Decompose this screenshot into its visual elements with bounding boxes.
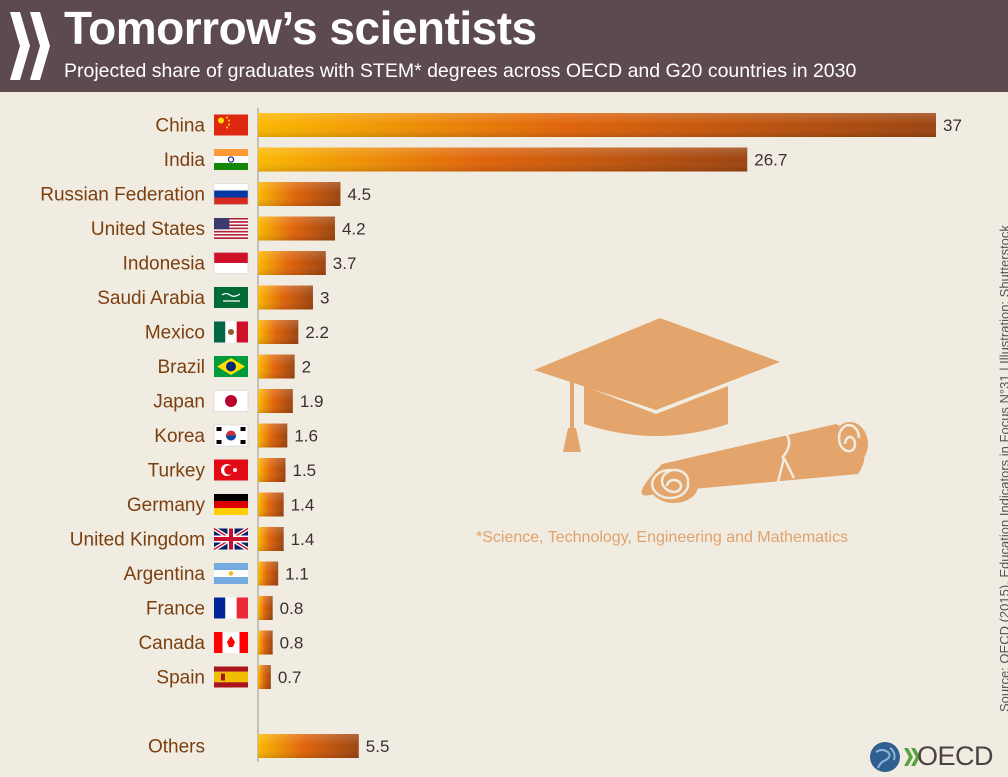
value-label: 5.5 bbox=[366, 737, 390, 756]
value-label: 2 bbox=[302, 358, 311, 377]
category-label: United States bbox=[91, 219, 205, 240]
value-label: 1.9 bbox=[300, 392, 324, 411]
graduation-cap-diploma-illustration bbox=[534, 318, 868, 503]
russia-flag-icon bbox=[213, 183, 249, 205]
japan-flag-icon bbox=[213, 390, 249, 412]
category-label: Turkey bbox=[148, 461, 206, 482]
bar-shading bbox=[258, 113, 936, 137]
footnote: *Science, Technology, Engineering and Ma… bbox=[476, 529, 849, 546]
category-label: Mexico bbox=[145, 323, 205, 344]
value-label: 0.7 bbox=[278, 668, 302, 687]
korea-flag-icon bbox=[213, 424, 249, 447]
category-label: China bbox=[155, 116, 205, 137]
header-banner: Tomorrow’s scientists Projected share of… bbox=[0, 0, 1008, 92]
value-label: 37 bbox=[943, 116, 962, 135]
value-label: 4.5 bbox=[347, 185, 371, 204]
bar-shading bbox=[258, 182, 341, 206]
bar-shading bbox=[258, 492, 284, 517]
value-label: 1.6 bbox=[294, 427, 318, 446]
oecd-chevrons-icon bbox=[10, 12, 50, 80]
category-label: Saudi Arabia bbox=[97, 288, 205, 309]
bar-shading bbox=[258, 354, 295, 379]
bar-shading bbox=[258, 561, 279, 586]
value-label: 1.4 bbox=[291, 530, 315, 549]
value-label: 1.1 bbox=[285, 565, 309, 584]
value-label: 3.7 bbox=[333, 254, 357, 273]
value-label: 1.4 bbox=[291, 496, 315, 515]
bar-shading bbox=[258, 596, 273, 620]
category-label: Spain bbox=[156, 668, 205, 689]
oecd-logo-text: OECD bbox=[917, 741, 994, 771]
mexico-flag-icon bbox=[214, 321, 248, 343]
bar-shading bbox=[258, 458, 286, 482]
uk-flag-icon bbox=[212, 526, 250, 552]
category-label: Japan bbox=[153, 392, 205, 413]
value-label: 4.2 bbox=[342, 220, 366, 239]
page-title: Tomorrow’s scientists bbox=[64, 2, 537, 54]
germany-flag-icon bbox=[214, 494, 248, 515]
turkey-flag-icon bbox=[214, 459, 248, 481]
bar-shading bbox=[258, 216, 335, 241]
spain-flag-icon bbox=[214, 666, 248, 688]
bar-shading bbox=[258, 320, 299, 344]
france-flag-icon bbox=[214, 597, 248, 619]
oecd-logo-icon bbox=[870, 742, 920, 772]
china-flag-icon bbox=[214, 114, 248, 136]
value-label: 2.2 bbox=[305, 323, 329, 342]
category-label: Canada bbox=[138, 633, 205, 654]
source-credit: Source: OECD (2015), Education Indicator… bbox=[997, 225, 1008, 712]
saudi-arabia-flag-icon bbox=[214, 287, 248, 308]
brazil-flag-icon bbox=[214, 356, 248, 377]
value-label: 0.8 bbox=[280, 634, 304, 653]
category-label: Brazil bbox=[157, 357, 205, 378]
india-flag-icon bbox=[214, 149, 248, 170]
bar-shading bbox=[258, 423, 288, 448]
bars-group: China 37 India 26.7 Russian Federation 4.5 Uni… bbox=[40, 113, 962, 758]
bar-shading bbox=[258, 734, 359, 758]
bar-shading bbox=[258, 527, 284, 551]
bar-shading bbox=[258, 665, 271, 689]
value-label: 0.8 bbox=[280, 599, 304, 618]
value-label: 26.7 bbox=[754, 151, 787, 170]
category-label: Argentina bbox=[124, 564, 206, 585]
category-label: Korea bbox=[154, 426, 205, 447]
value-label: 3 bbox=[320, 289, 329, 308]
category-label: United Kingdom bbox=[70, 530, 205, 551]
bar-shading bbox=[258, 251, 326, 275]
category-label: Russian Federation bbox=[40, 185, 205, 206]
bar-shading bbox=[258, 147, 748, 172]
argentina-flag-icon bbox=[214, 563, 248, 584]
usa-flag-icon bbox=[214, 218, 248, 239]
category-label: France bbox=[146, 599, 205, 620]
bar-shading bbox=[258, 285, 313, 310]
category-label: Others bbox=[148, 737, 205, 758]
category-label: Germany bbox=[127, 495, 206, 516]
canada-flag-icon bbox=[214, 632, 248, 653]
category-label: Indonesia bbox=[123, 254, 206, 275]
indonesia-flag-icon bbox=[213, 252, 249, 274]
bar-shading bbox=[258, 630, 273, 655]
category-label: India bbox=[164, 150, 206, 171]
page-subtitle: Projected share of graduates with STEM* … bbox=[64, 60, 857, 82]
value-label: 1.5 bbox=[292, 461, 316, 480]
bar-shading bbox=[258, 389, 293, 413]
